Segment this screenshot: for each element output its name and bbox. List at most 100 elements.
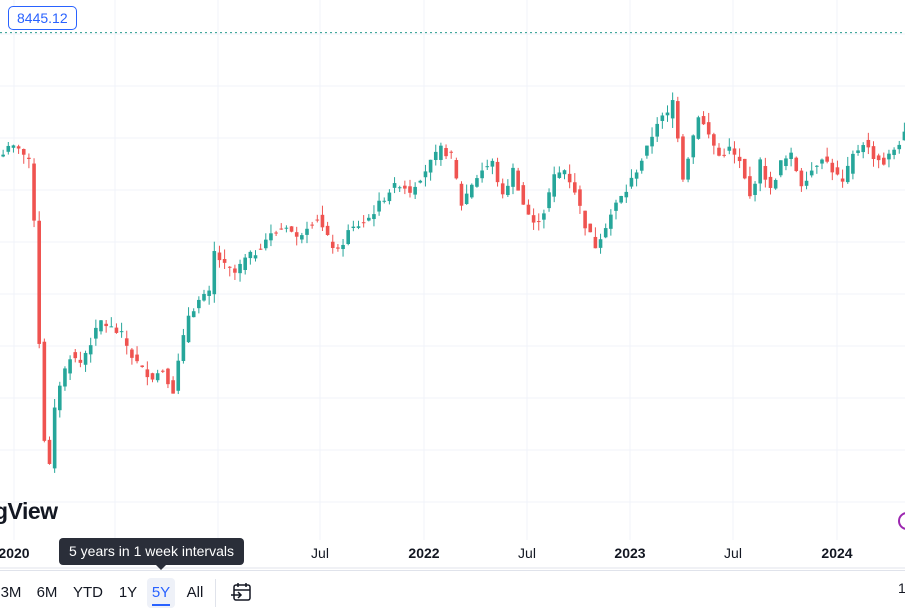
- range-toolbar: 3M 6M YTD 1Y 5Y All: [0, 570, 905, 613]
- candle-body: [207, 290, 211, 296]
- candle-body: [650, 136, 654, 147]
- candle: [629, 169, 634, 189]
- candle-body: [1, 154, 5, 157]
- candle: [403, 180, 407, 195]
- candle: [124, 330, 129, 355]
- candle-body: [361, 222, 366, 224]
- candle-body: [238, 263, 242, 274]
- candle: [330, 234, 335, 254]
- candle: [866, 132, 871, 155]
- candle: [16, 144, 21, 154]
- candle-body: [300, 235, 304, 240]
- candle: [897, 140, 902, 154]
- candle-body: [882, 157, 886, 165]
- candle: [454, 157, 459, 180]
- candle: [547, 188, 551, 212]
- candle: [609, 209, 613, 236]
- candle: [1, 149, 5, 158]
- range-all-button[interactable]: All: [186, 584, 204, 601]
- tradingview-logo[interactable]: gView: [0, 498, 58, 524]
- candle: [603, 223, 608, 239]
- candle-body: [624, 191, 629, 198]
- candle-body: [485, 166, 490, 168]
- candle: [588, 223, 593, 233]
- calendar-arrow-icon[interactable]: [229, 580, 255, 606]
- candle-body: [598, 239, 603, 248]
- candle-body: [686, 158, 690, 180]
- candle: [135, 346, 139, 364]
- candle-body: [799, 170, 804, 187]
- candle-body: [871, 146, 876, 160]
- range-tooltip: 5 years in 1 week intervals: [59, 538, 244, 565]
- x-tick-label: 2023: [614, 545, 646, 561]
- candle-body: [233, 268, 237, 273]
- candle: [794, 156, 799, 173]
- candle: [408, 179, 412, 198]
- candle-body: [480, 170, 484, 179]
- range-1y-button[interactable]: 1Y: [118, 584, 138, 601]
- candle: [773, 178, 778, 190]
- candle-body: [552, 174, 556, 197]
- candle: [696, 115, 701, 140]
- candle: [150, 372, 155, 383]
- candle: [104, 319, 108, 333]
- candle: [238, 259, 242, 282]
- candle: [557, 166, 562, 179]
- candle: [562, 169, 567, 180]
- candlestick-chart[interactable]: [0, 0, 905, 570]
- candle-body: [145, 369, 150, 378]
- candle-body: [186, 315, 191, 343]
- candle: [222, 249, 227, 269]
- range-3m-button[interactable]: 3M: [0, 584, 22, 601]
- candle-body: [330, 241, 335, 249]
- candle: [52, 399, 57, 473]
- candle-body: [392, 183, 397, 188]
- range-5y-button[interactable]: 5Y: [147, 578, 175, 608]
- candle-body: [83, 352, 88, 365]
- candle-body: [403, 185, 407, 189]
- candle: [655, 117, 659, 142]
- candle-body: [351, 226, 356, 228]
- candle: [676, 96, 680, 143]
- candle: [727, 138, 732, 155]
- range-ytd-button[interactable]: YTD: [73, 584, 103, 601]
- candle: [809, 162, 814, 178]
- candle-body: [830, 162, 835, 173]
- candle: [825, 147, 829, 164]
- candle-body: [104, 323, 108, 327]
- candle-body: [748, 176, 752, 197]
- candle-body: [634, 172, 639, 179]
- candle-body: [629, 177, 634, 187]
- candle: [191, 308, 196, 318]
- candle-body: [315, 219, 320, 221]
- candle: [748, 166, 752, 199]
- candle-body: [289, 226, 294, 232]
- candle-body: [73, 352, 78, 359]
- candle: [506, 179, 510, 197]
- candle: [815, 165, 819, 174]
- candle-body: [779, 160, 783, 176]
- candle-body: [820, 159, 824, 164]
- candle: [68, 355, 72, 381]
- range-6m-button[interactable]: 6M: [36, 584, 58, 601]
- candle-body: [408, 186, 412, 193]
- candle-body: [500, 183, 505, 195]
- candle-body: [27, 157, 31, 159]
- candle-body: [382, 200, 387, 202]
- candle: [681, 134, 685, 182]
- candle-body: [547, 192, 551, 209]
- candles: [1, 92, 905, 473]
- candle: [258, 243, 263, 250]
- candle: [804, 171, 809, 190]
- candle: [531, 208, 536, 230]
- candle-body: [454, 160, 459, 179]
- candle: [207, 285, 211, 305]
- candle-body: [439, 145, 443, 160]
- candle: [593, 227, 598, 249]
- candle: [433, 144, 438, 166]
- candle: [665, 105, 670, 122]
- candle: [289, 226, 294, 233]
- candle: [717, 143, 721, 157]
- candle: [639, 158, 644, 174]
- candle-body: [789, 152, 793, 159]
